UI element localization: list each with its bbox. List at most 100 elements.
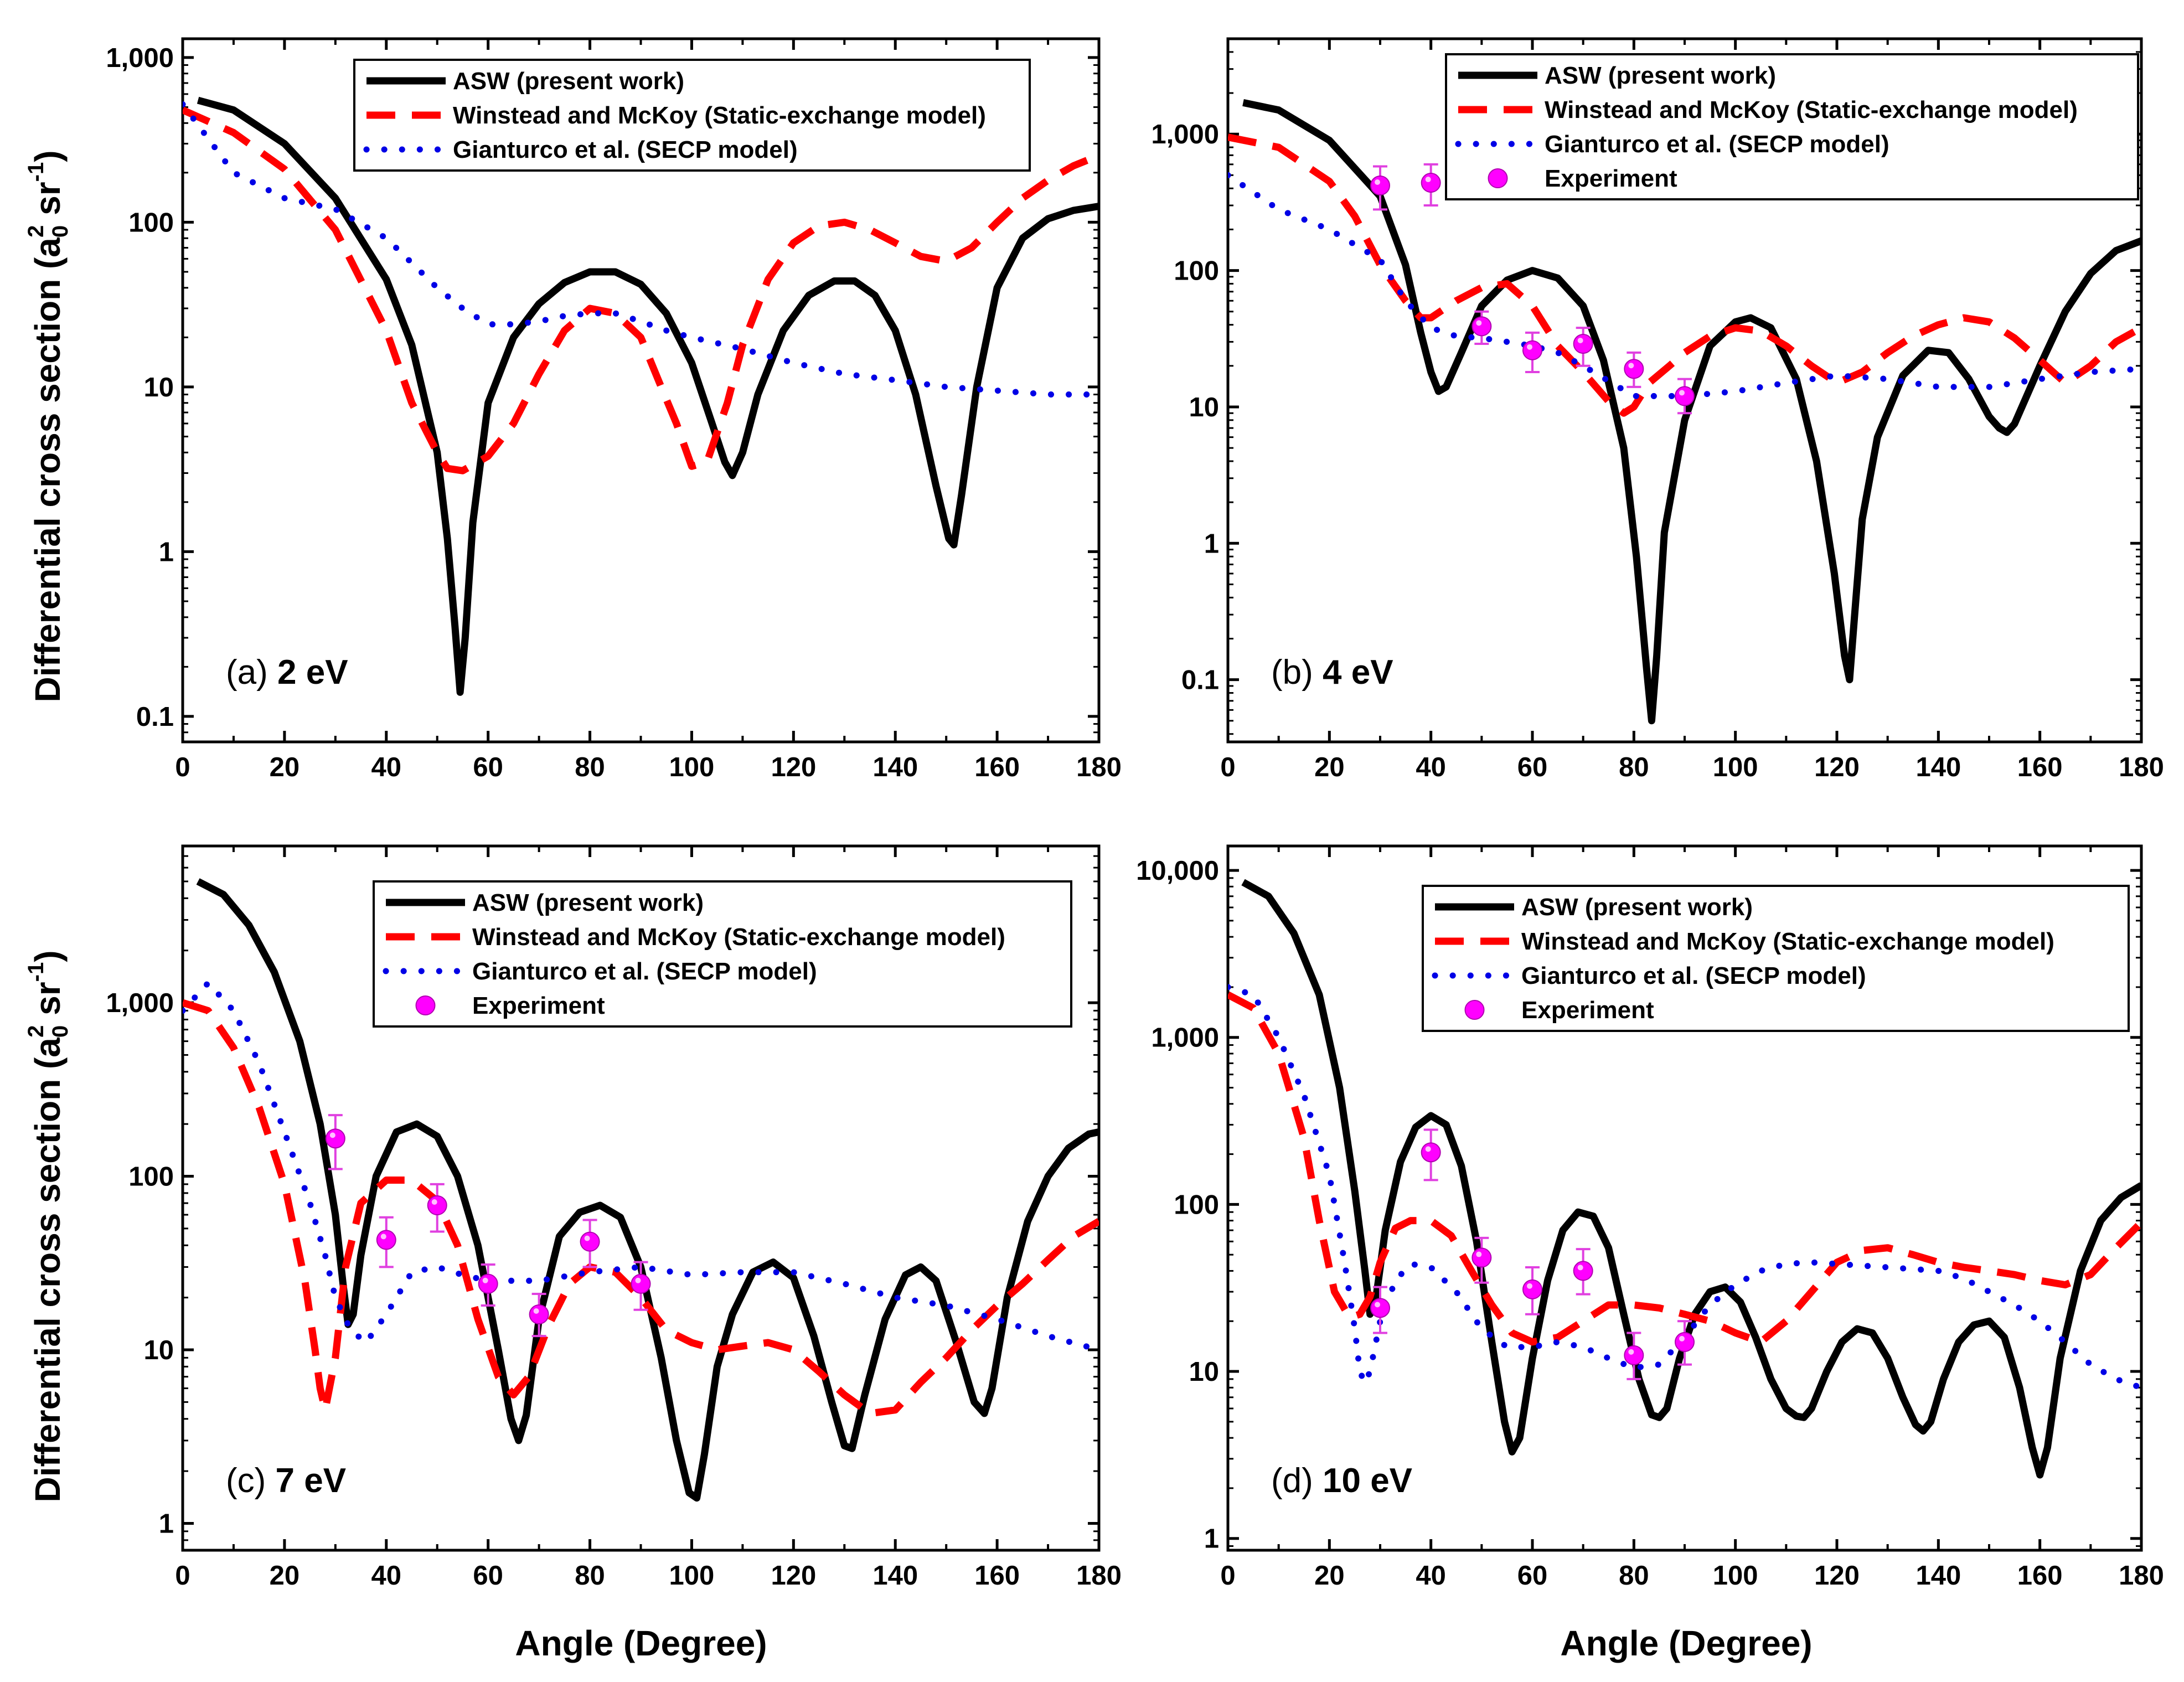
y-axis-label-top: Differential cross section (a02 sr-1) [24, 150, 73, 702]
experiment-point-highlight [329, 1132, 335, 1138]
series-group [183, 96, 1099, 696]
x-tick-label: 60 [1517, 752, 1548, 782]
x-tick-label: 40 [1416, 1561, 1446, 1591]
series-line-gianturco [1228, 172, 2141, 399]
x-tick-label: 20 [270, 752, 300, 782]
y-tick-label: 1,000 [106, 43, 174, 73]
experiment-point [1675, 1332, 1695, 1352]
x-tick-label: 100 [669, 1561, 715, 1591]
legend-marker-experiment [1488, 168, 1508, 188]
legend-label-asw: ASW (present work) [453, 68, 684, 95]
legend-label-experiment: Experiment [472, 992, 605, 1019]
legend-box [353, 59, 1031, 172]
y-tick-label: 0.1 [136, 702, 174, 732]
series-line-winstead [183, 999, 1099, 1417]
experiment-point-highlight [1527, 1283, 1532, 1289]
chart-panel-a: 0 20 40 60 80 100 120 140 160 180 0.1 1 10 100 1,000 (a… [106, 37, 1122, 782]
experiment-point-highlight [482, 1277, 488, 1283]
legend-label-gianturco: Gianturco et al. (SECP model) [1521, 962, 1866, 989]
x-tick-label: 20 [1314, 1561, 1345, 1591]
y-tick-label: 100 [1174, 1190, 1219, 1220]
panel-label: (a) 2 eV [226, 653, 348, 692]
legend-label-winstead: Winstead and McKoy (Static-exchange mode… [1521, 928, 2054, 955]
legend-label-winstead: Winstead and McKoy (Static-exchange mode… [1545, 96, 2078, 123]
experiment-point-highlight [1375, 179, 1380, 185]
x-tick-label: 180 [2119, 752, 2164, 782]
y-tick-label: 0.1 [1181, 665, 1219, 695]
series-line-winstead [183, 106, 1091, 474]
x-tick-label: 100 [1713, 752, 1758, 782]
experiment-point-highlight [1527, 344, 1532, 350]
x-tick-label: 100 [669, 752, 715, 782]
y-tick-label: 10 [1189, 1357, 1219, 1387]
experiment-point-highlight [1375, 1302, 1380, 1308]
series-group [183, 878, 1099, 1502]
chart-panel-d: 0 20 40 60 80 100 120 140 160 180 1 10 100 1,000 10,00… [1136, 844, 2164, 1591]
panel-letter: (a) [226, 653, 277, 692]
legend-box [1422, 885, 2130, 1032]
x-axis-label-left: Angle (Degree) [515, 1623, 767, 1663]
y-tick-label: 100 [128, 208, 174, 238]
x-tick-label: 140 [1915, 752, 1961, 782]
x-tick-label: 120 [771, 752, 816, 782]
panel-label: (d) 10 eV [1271, 1462, 1412, 1500]
y-tick-label: 1,000 [1151, 1023, 1219, 1053]
x-tick-label: 160 [974, 752, 1020, 782]
x-tick-label: 140 [872, 1561, 918, 1591]
experiment-point [478, 1273, 498, 1294]
experiment-point [1573, 334, 1593, 354]
experiment-point-highlight [1425, 1146, 1431, 1152]
x-tick-label: 180 [1076, 1561, 1122, 1591]
x-tick-label: 120 [771, 1561, 816, 1591]
x-tick-label: 80 [1619, 1561, 1649, 1591]
experiment-point [631, 1273, 651, 1294]
x-tick-label: 20 [1314, 752, 1345, 782]
series-line-gianturco [1228, 984, 2141, 1391]
experiment-point [1472, 316, 1492, 337]
experiment-point-highlight [431, 1199, 437, 1205]
series-group [1228, 879, 2141, 1479]
x-tick-label: 140 [872, 752, 918, 782]
y-tick-label: 10 [143, 1335, 174, 1365]
experiment-point-highlight [635, 1277, 641, 1283]
x-tick-label: 80 [575, 1561, 605, 1591]
series-line-asw [196, 878, 1099, 1502]
panel-label: (b) 4 eV [1271, 653, 1393, 692]
experiment-point-highlight [1679, 390, 1685, 396]
y-tick-label: 1 [159, 1509, 174, 1539]
x-tick-label: 60 [473, 752, 503, 782]
y-tick-label: 100 [128, 1162, 174, 1192]
experiment-point [1624, 359, 1644, 379]
legend-label-gianturco: Gianturco et al. (SECP model) [453, 136, 798, 163]
legend-box [1445, 53, 2139, 200]
experiment-point-highlight [1577, 1265, 1583, 1271]
x-tick-label: 80 [1619, 752, 1649, 782]
legend-marker-experiment [1464, 1000, 1485, 1020]
panel-letter: (b) [1271, 653, 1323, 692]
x-tick-label: 0 [175, 1561, 190, 1591]
y-tick-label: 100 [1174, 256, 1219, 286]
panel-energy: 4 eV [1323, 653, 1393, 692]
experiment-point [1522, 340, 1542, 360]
x-tick-label: 0 [1220, 752, 1235, 782]
x-tick-label: 120 [1814, 1561, 1860, 1591]
legend-marker-experiment [415, 995, 436, 1015]
x-tick-label: 0 [1220, 1561, 1235, 1591]
experiment-point [1472, 1247, 1492, 1268]
x-tick-label: 160 [2017, 1561, 2063, 1591]
experiment-point [1370, 176, 1390, 196]
experiment-point [427, 1195, 447, 1216]
series-group [1228, 99, 2141, 725]
panel-letter: (d) [1271, 1462, 1323, 1500]
x-tick-label: 40 [371, 752, 402, 782]
experiment-point [1421, 173, 1441, 193]
y-tick-label: 1,000 [106, 988, 174, 1018]
x-tick-label: 160 [974, 1561, 1020, 1591]
experiment-point-highlight [1628, 1349, 1634, 1355]
legend-label-asw: ASW (present work) [472, 889, 704, 916]
panel-letter: (c) [226, 1462, 276, 1500]
experiment-point [529, 1304, 549, 1325]
x-tick-label: 60 [1517, 1561, 1548, 1591]
legend-box [373, 880, 1072, 1028]
